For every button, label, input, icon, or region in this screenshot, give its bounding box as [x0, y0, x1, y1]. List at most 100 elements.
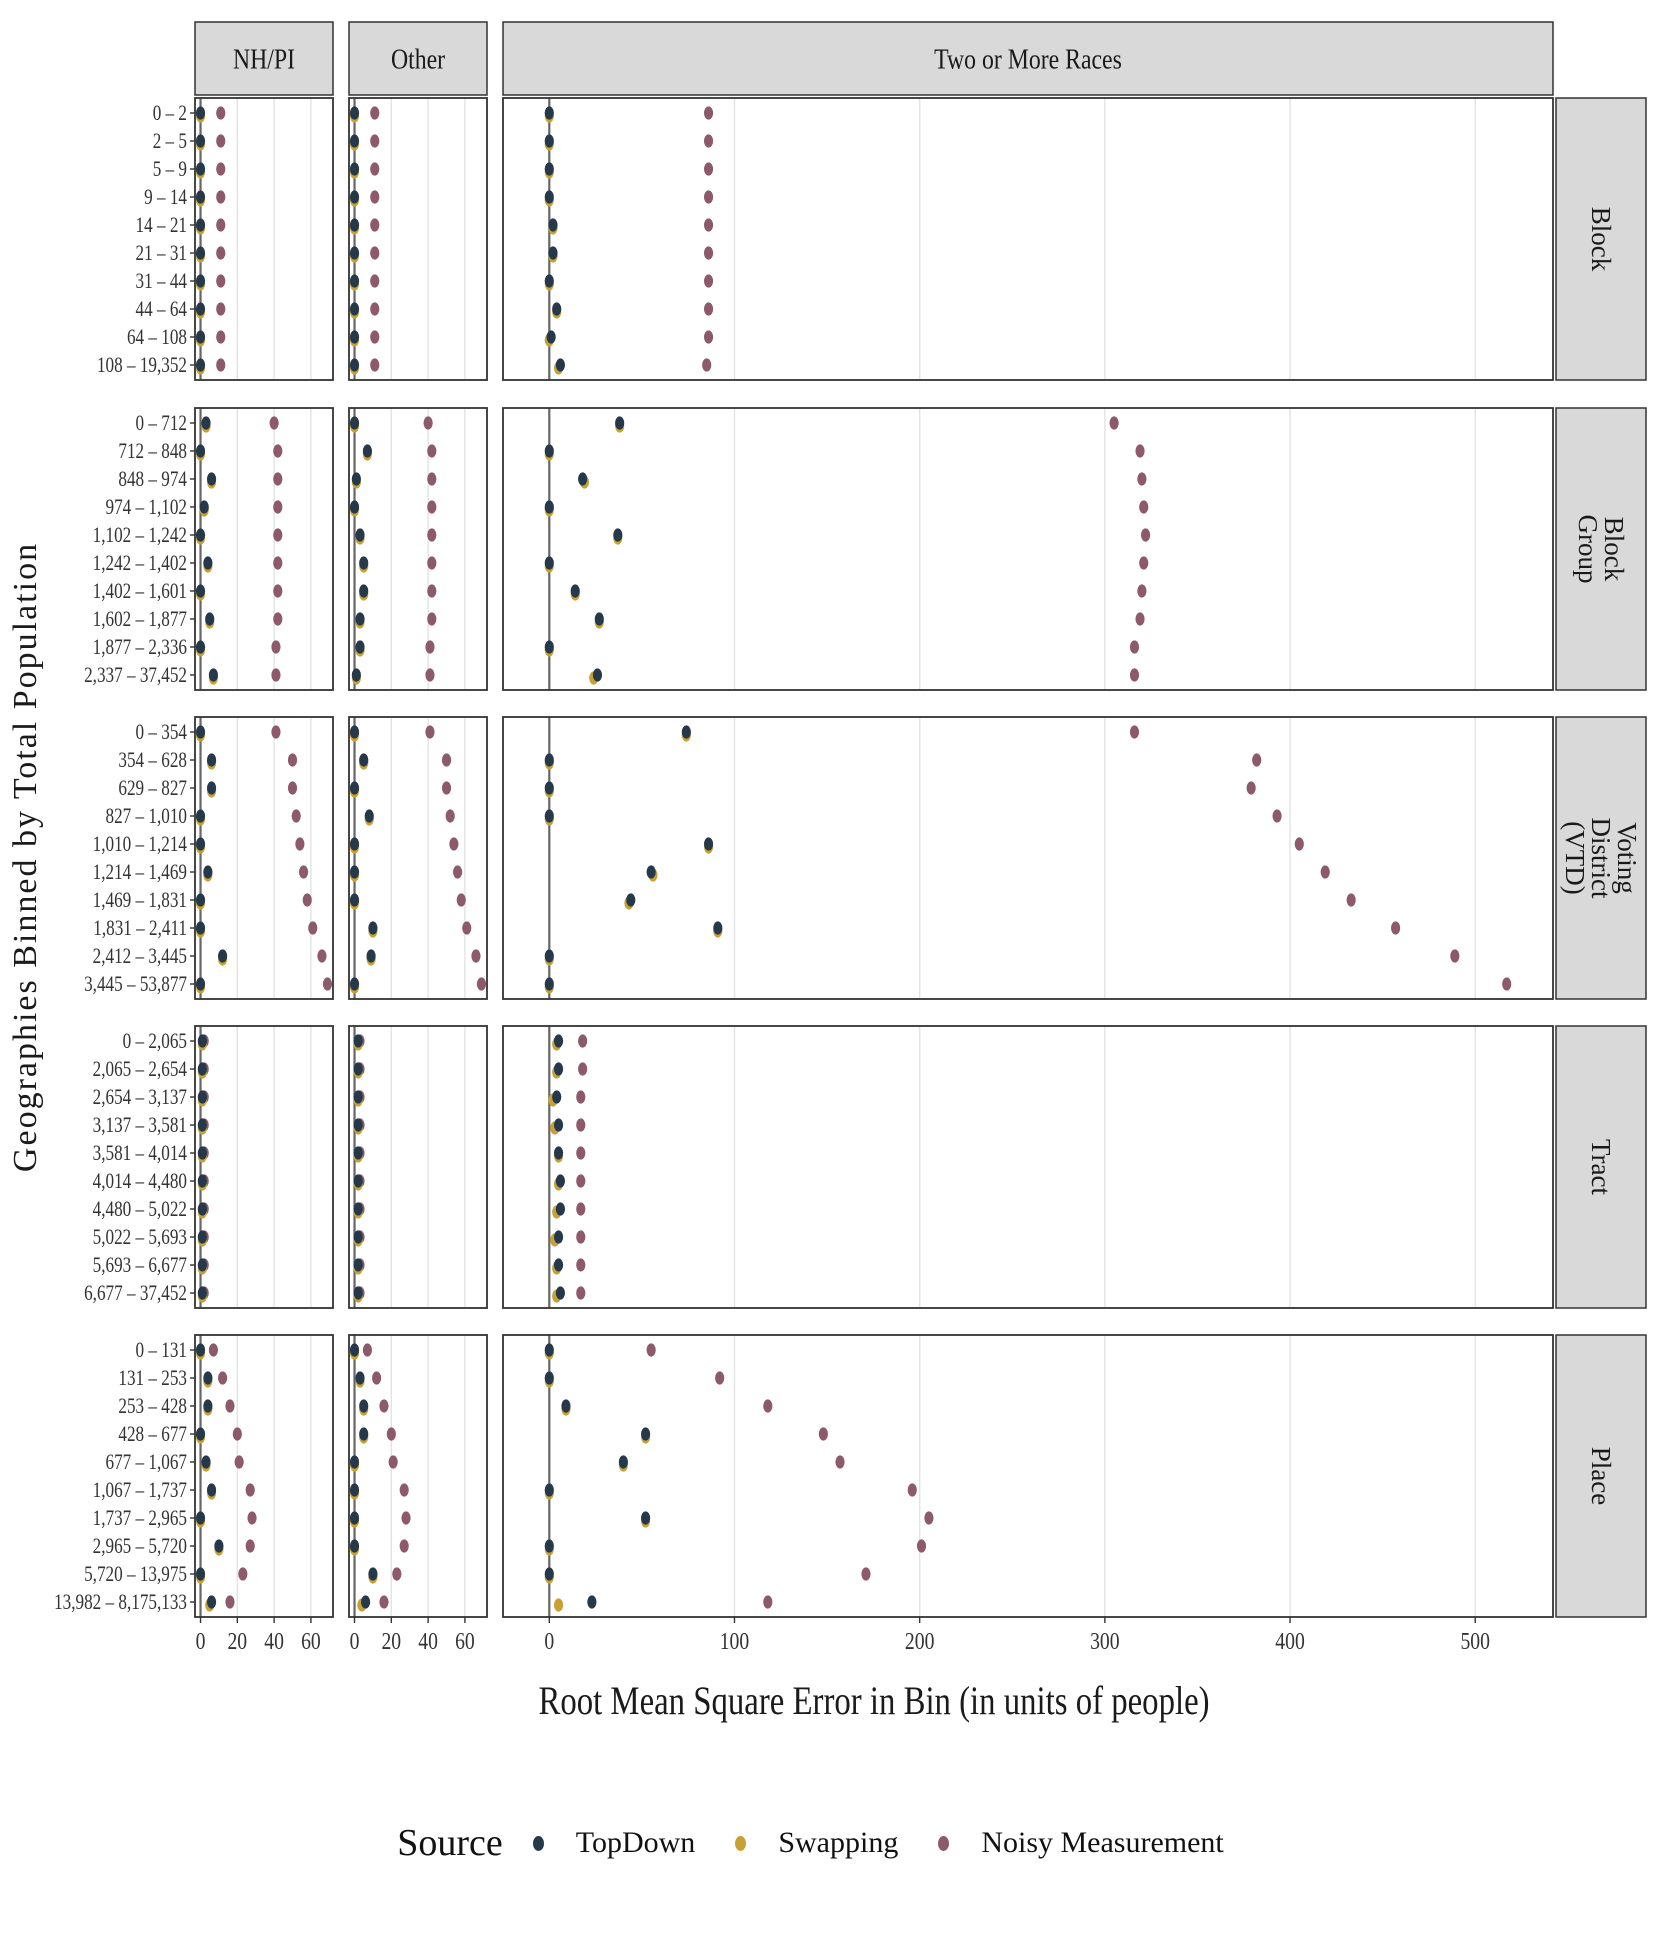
point-topdown	[195, 640, 206, 654]
point-topdown	[553, 1230, 564, 1244]
y-tick-label: 2,065 – 2,654	[93, 1057, 187, 1082]
point-noisy-measurement	[302, 893, 312, 907]
point-noisy-measurement	[273, 444, 283, 458]
point-noisy-measurement	[763, 1399, 773, 1413]
point-noisy-measurement	[703, 106, 714, 120]
panel-tract-two-or-more-races	[502, 1025, 1554, 1309]
point-topdown	[206, 1595, 217, 1609]
point-noisy-measurement	[370, 330, 380, 344]
point-topdown	[544, 1567, 554, 1581]
y-tick-label: 21 – 31	[136, 241, 187, 266]
row-strip-block	[1555, 97, 1647, 381]
point-noisy-measurement	[322, 977, 333, 991]
point-topdown	[544, 106, 554, 120]
point-noisy-measurement	[287, 753, 298, 767]
x-axis-title: Root Mean Square Error in Bin (in units …	[538, 1678, 1209, 1723]
point-topdown	[618, 1455, 628, 1469]
point-topdown	[195, 584, 206, 598]
panel-tract-nh-pi	[194, 1025, 334, 1309]
point-noisy-measurement	[216, 134, 226, 148]
x-tick-label: 0	[350, 1627, 360, 1654]
point-noisy-measurement	[362, 1343, 372, 1357]
point-topdown	[353, 1230, 363, 1244]
y-tick-label: 2,654 – 3,137	[93, 1085, 187, 1110]
point-noisy-measurement	[1135, 444, 1145, 458]
point-topdown	[349, 1483, 360, 1497]
point-noisy-measurement	[576, 1174, 586, 1188]
point-noisy-measurement	[372, 1371, 382, 1385]
row-strip-label-line: Voting	[1612, 822, 1642, 894]
x-tick-label: 0	[196, 1627, 206, 1654]
y-tick-label: 2,337 – 37,452	[84, 663, 187, 688]
point-topdown	[195, 246, 206, 260]
point-topdown	[349, 106, 360, 120]
point-topdown	[353, 1146, 363, 1160]
point-topdown	[197, 1286, 207, 1300]
point-topdown	[197, 1062, 207, 1076]
point-noisy-measurement	[425, 668, 435, 682]
point-noisy-measurement	[1246, 781, 1256, 795]
point-topdown	[368, 921, 378, 935]
point-topdown	[592, 668, 603, 682]
y-tick-label: 1,737 – 2,965	[93, 1506, 187, 1531]
point-noisy-measurement	[576, 1258, 586, 1272]
point-topdown	[195, 1343, 206, 1357]
point-topdown	[349, 1511, 360, 1525]
row-strip-voting-district-vtd	[1555, 716, 1647, 1000]
point-topdown	[195, 302, 206, 316]
point-topdown	[544, 809, 554, 823]
panel-tract-other	[348, 1025, 488, 1309]
faceted-dot-chart: NH/PI 0 – 2 2 – 5 5 – 9 9 – 14 14 – 21 21 – 31…	[7, 21, 1647, 1723]
panel-voting-district-vtd-other	[348, 716, 488, 1000]
panel-border	[502, 97, 1554, 381]
y-tick-label: 14 – 21	[136, 213, 187, 238]
point-noisy-measurement	[370, 246, 380, 260]
point-noisy-measurement	[216, 274, 226, 288]
point-swapping	[553, 1598, 564, 1612]
point-topdown	[359, 556, 369, 570]
panel-place-nh-pi	[194, 1334, 334, 1618]
y-tick-label: 131 – 253	[118, 1366, 187, 1391]
point-noisy-measurement	[715, 1371, 725, 1385]
panel-block-nh-pi	[194, 97, 334, 381]
point-topdown	[360, 1595, 371, 1609]
y-tick-label: 974 – 1,102	[106, 495, 187, 520]
panel-border	[502, 407, 1554, 691]
legend-label-noisy-measurement: Noisy Measurement	[981, 1826, 1224, 1859]
point-topdown	[570, 584, 580, 598]
point-noisy-measurement	[234, 1455, 244, 1469]
point-topdown	[349, 1455, 360, 1469]
point-noisy-measurement	[1109, 416, 1119, 430]
point-topdown	[197, 1230, 207, 1244]
y-tick-label: 712 – 848	[118, 439, 187, 464]
point-noisy-measurement	[370, 358, 380, 372]
row-strip-label-line: Place	[1586, 1447, 1616, 1505]
y-tick-label: 2 – 5	[153, 129, 187, 154]
point-noisy-measurement	[456, 893, 466, 907]
row-strip-block-group	[1555, 407, 1647, 691]
y-tick-label: 31 – 44	[136, 269, 188, 294]
point-topdown	[578, 472, 588, 486]
point-noisy-measurement	[576, 1118, 586, 1132]
point-topdown	[353, 1286, 363, 1300]
point-topdown	[349, 274, 360, 288]
point-noisy-measurement	[452, 865, 463, 879]
point-topdown	[548, 218, 558, 232]
point-topdown	[195, 977, 206, 991]
point-topdown	[201, 1455, 211, 1469]
point-topdown	[640, 1511, 651, 1525]
point-noisy-measurement	[1252, 753, 1262, 767]
point-noisy-measurement	[379, 1595, 389, 1609]
y-tick-label: 9 – 14	[144, 185, 187, 210]
y-tick-label: 1,831 – 2,411	[93, 916, 187, 941]
point-noisy-measurement	[216, 162, 226, 176]
point-noisy-measurement	[216, 106, 226, 120]
y-tick-label: 1,067 – 1,737	[93, 1478, 187, 1503]
point-topdown	[203, 1399, 213, 1413]
point-noisy-measurement	[835, 1455, 845, 1469]
point-topdown	[544, 640, 554, 654]
point-topdown	[349, 865, 360, 879]
point-noisy-measurement	[271, 640, 281, 654]
point-topdown	[195, 1511, 206, 1525]
x-tick-label: 300	[1090, 1627, 1120, 1654]
